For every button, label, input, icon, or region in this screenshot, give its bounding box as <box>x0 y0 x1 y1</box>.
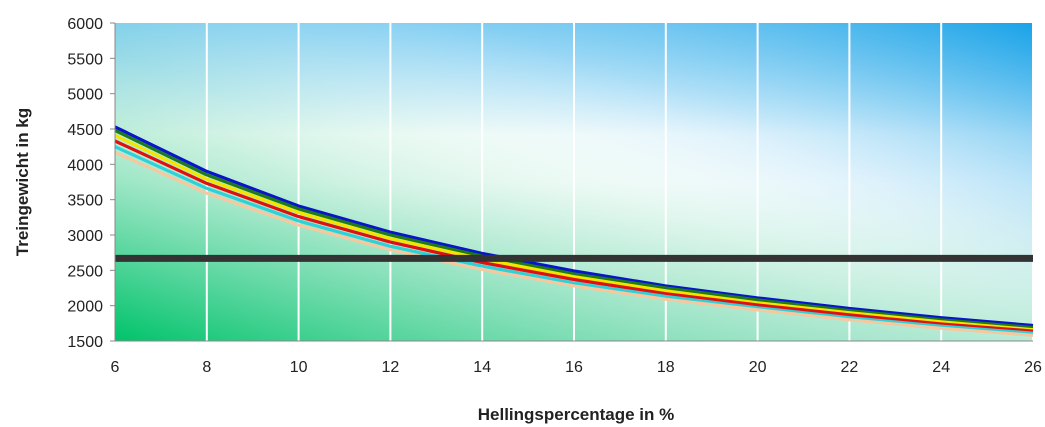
x-axis-title: Hellingspercentage in % <box>478 405 675 424</box>
x-tick-label-6: 6 <box>111 359 120 376</box>
y-tick-labels: 1500 2000 2500 3000 3500 4000 4500 5000 5500 6000 <box>67 16 103 351</box>
series-line-3 <box>114 133 1034 332</box>
series-line-4 <box>114 139 1034 333</box>
y-tick-label-3500: 3500 <box>67 193 103 210</box>
x-tick-label-18: 18 <box>657 359 675 376</box>
y-tick-label-2500: 2500 <box>67 263 103 280</box>
x-tick-label-16: 16 <box>565 359 583 376</box>
x-tick-label-14: 14 <box>473 359 491 376</box>
y-tick-label-6000: 6000 <box>67 16 103 33</box>
series-line-1 <box>114 125 1034 328</box>
x-tick-label-24: 24 <box>932 359 950 376</box>
x-tick-label-8: 8 <box>202 359 211 376</box>
y-tick-label-4000: 4000 <box>67 157 103 174</box>
axes <box>110 22 1033 342</box>
x-tick-label-26: 26 <box>1024 359 1042 376</box>
series-line-5 <box>114 145 1034 335</box>
x-tick-label-12: 12 <box>382 359 400 376</box>
series-line-6 <box>114 150 1034 337</box>
y-tick-label-2000: 2000 <box>67 299 103 316</box>
gridlines <box>205 23 1034 341</box>
y-tick-label-4500: 4500 <box>67 122 103 139</box>
y-tick-label-3000: 3000 <box>67 228 103 245</box>
y-tick-label-5000: 5000 <box>67 87 103 104</box>
x-tick-label-10: 10 <box>290 359 308 376</box>
x-tick-label-20: 20 <box>749 359 767 376</box>
series-lines <box>114 125 1034 337</box>
y-axis-title: Treingewicht in kg <box>13 108 32 256</box>
y-tick-label-5500: 5500 <box>67 51 103 68</box>
y-tick-label-1500: 1500 <box>67 334 103 351</box>
x-tick-labels: 6 8 10 12 14 16 18 20 22 24 26 <box>111 359 1042 376</box>
x-tick-label-22: 22 <box>841 359 859 376</box>
series-line-2 <box>114 128 1034 330</box>
